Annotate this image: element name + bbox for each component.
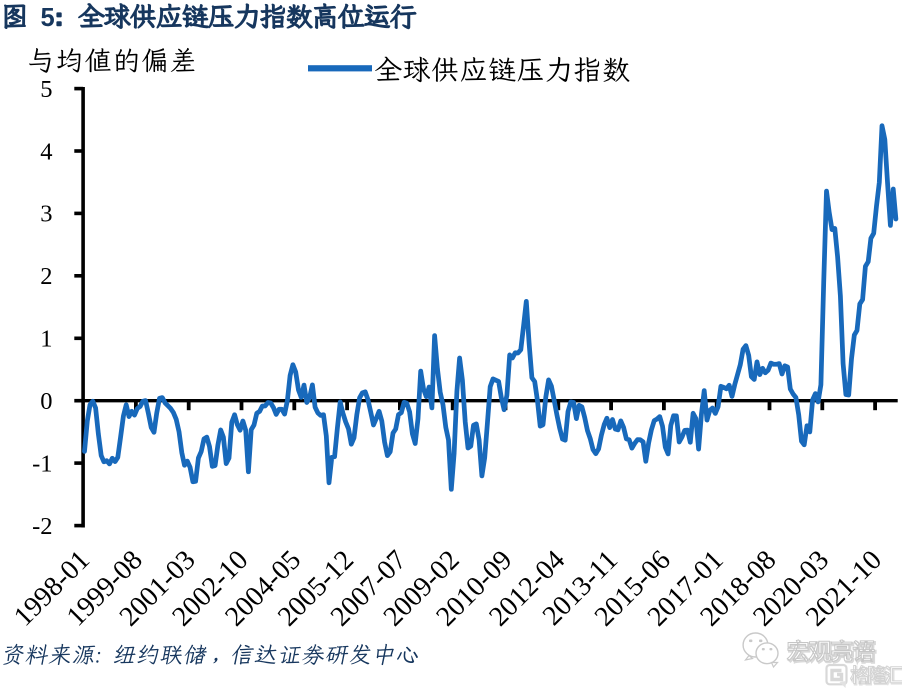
svg-text:4: 4 bbox=[40, 138, 52, 165]
svg-text:-1: -1 bbox=[32, 450, 52, 477]
svg-text:0: 0 bbox=[40, 388, 52, 415]
svg-text:5: 5 bbox=[40, 76, 52, 103]
svg-text:5: 5 bbox=[41, 4, 55, 32]
svg-text:1: 1 bbox=[40, 326, 52, 353]
svg-text:3: 3 bbox=[40, 201, 52, 228]
svg-text:-2: -2 bbox=[32, 513, 52, 540]
svg-text:2: 2 bbox=[40, 263, 52, 290]
